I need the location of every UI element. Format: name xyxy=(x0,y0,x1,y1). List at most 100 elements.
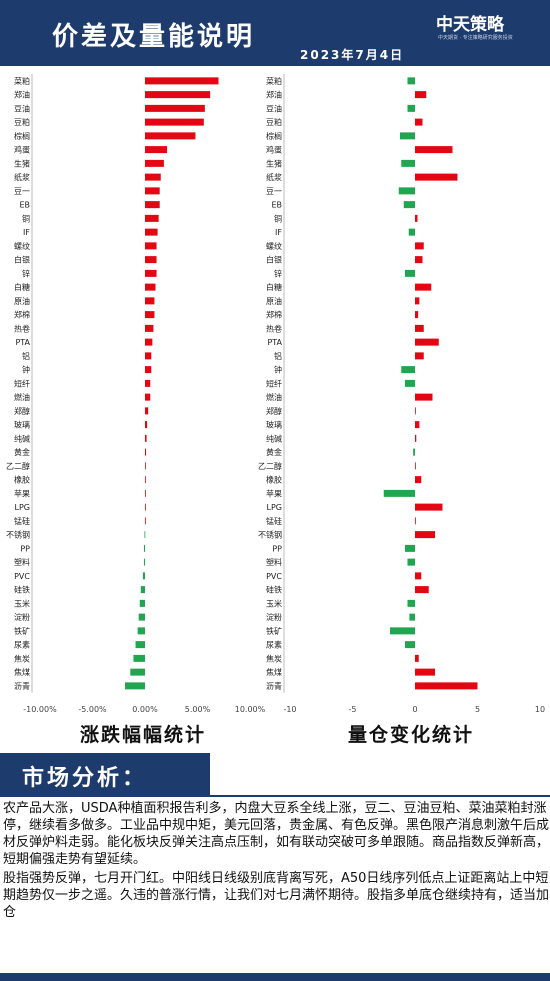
left-category-label: 豆粕 xyxy=(14,117,30,127)
left-bar xyxy=(145,517,146,525)
right-bar xyxy=(415,517,416,525)
left-bar xyxy=(145,118,204,126)
right-bar xyxy=(390,627,415,635)
right-bar xyxy=(415,572,422,580)
right-tick-label: -10 xyxy=(283,705,296,714)
left-category-label: 燃油 xyxy=(14,392,30,402)
left-bar xyxy=(133,654,145,662)
left-bar xyxy=(145,104,205,112)
left-tick-label: -10.00% xyxy=(23,705,57,714)
right-bar xyxy=(415,214,418,222)
left-bar xyxy=(145,421,148,429)
left-tick-label: 10.00% xyxy=(235,705,266,714)
left-bar xyxy=(142,572,145,580)
left-category-label: 白糖 xyxy=(14,282,30,292)
right-bar xyxy=(415,682,478,690)
left-category-label: 硅铁 xyxy=(14,585,30,595)
right-bar xyxy=(415,324,424,332)
left-category-label: 螺纹 xyxy=(14,241,30,251)
left-category-label: 尿素 xyxy=(14,640,30,650)
right-category-label: 郑油 xyxy=(266,90,282,100)
right-category-label: 塑料 xyxy=(266,557,282,567)
right-category-label: 焦煤 xyxy=(266,667,282,677)
right-category-label: 玻璃 xyxy=(266,420,282,430)
brand-logo-subtitle: 中天期货 · 专注策略研究服务投资 xyxy=(438,35,513,41)
right-bar xyxy=(405,641,415,649)
right-category-label: 热卷 xyxy=(266,323,282,333)
right-category-label: PP xyxy=(272,544,282,553)
right-category-label: PVC xyxy=(266,572,282,581)
right-category-label: 纯碱 xyxy=(266,433,282,443)
right-category-label: 白银 xyxy=(266,255,282,265)
left-bar xyxy=(145,489,146,497)
left-category-label: 塑料 xyxy=(14,557,30,567)
left-bar xyxy=(145,201,160,209)
left-tick-label: 5.00% xyxy=(185,705,211,714)
right-bar xyxy=(415,462,416,470)
left-category-label: 淀粉 xyxy=(14,612,30,622)
right-bar xyxy=(415,173,458,181)
right-category-label: 豆一 xyxy=(266,187,282,196)
right-category-label: 鸡蛋 xyxy=(266,145,282,155)
right-category-label: 尿素 xyxy=(266,640,282,650)
left-bar xyxy=(137,627,145,635)
left-category-label: 锌 xyxy=(22,268,30,278)
right-category-label: 焦炭 xyxy=(266,653,282,663)
right-bar xyxy=(415,91,427,99)
left-bar xyxy=(125,682,145,690)
left-bar xyxy=(145,448,147,456)
left-bar xyxy=(143,544,145,552)
left-tick-label: 0.00% xyxy=(132,705,158,714)
left-chart-title: 涨跌幅幅统计 xyxy=(80,724,207,746)
right-bar xyxy=(407,558,415,566)
left-category-label: IF xyxy=(23,228,30,237)
right-category-label: 黄金 xyxy=(266,447,282,457)
left-bar xyxy=(145,256,157,264)
left-category-label: 原油 xyxy=(14,296,30,306)
right-bar xyxy=(415,531,435,539)
left-bar xyxy=(145,297,155,305)
left-bar xyxy=(145,132,196,140)
right-category-label: 燃油 xyxy=(266,392,282,402)
right-category-label: 菜粕 xyxy=(266,76,282,86)
right-bar xyxy=(415,393,433,401)
right-bar xyxy=(405,379,415,387)
left-bar xyxy=(145,77,219,85)
right-bar xyxy=(405,544,415,552)
right-bar xyxy=(408,228,415,236)
left-category-label: 铝 xyxy=(22,351,30,361)
left-bar xyxy=(135,641,145,649)
right-category-label: PTA xyxy=(267,338,282,347)
left-category-label: 郑油 xyxy=(14,90,30,100)
left-category-label: 不锈钢 xyxy=(6,530,30,540)
left-bar xyxy=(138,613,145,621)
right-category-label: 橡胶 xyxy=(266,475,282,485)
right-bar xyxy=(415,297,420,305)
left-bar xyxy=(145,283,156,291)
left-category-label: PP xyxy=(20,544,30,553)
left-bar xyxy=(144,531,146,539)
right-bar xyxy=(415,654,419,662)
left-category-label: 郑棉 xyxy=(14,310,30,320)
left-category-label: EB xyxy=(19,201,30,210)
left-category-label: 锰硅 xyxy=(14,516,30,526)
right-category-label: 淀粉 xyxy=(266,612,282,622)
left-category-label: 沥青 xyxy=(14,681,30,691)
right-bar xyxy=(415,407,416,415)
right-bar xyxy=(400,132,415,140)
right-category-label: 纸浆 xyxy=(266,172,282,182)
right-bar xyxy=(409,613,415,621)
right-tick-label: 0 xyxy=(412,705,417,714)
right-tick-label: 10 xyxy=(535,705,545,714)
right-bar xyxy=(401,366,415,374)
left-category-label: PVC xyxy=(14,572,30,581)
left-category-label: 焦炭 xyxy=(14,653,30,663)
right-category-label: 豆油 xyxy=(266,103,282,113)
right-tick-label: -5 xyxy=(349,705,357,714)
right-chart-title: 量仓变化统计 xyxy=(348,724,475,746)
left-bar xyxy=(145,366,152,374)
right-category-label: LPG xyxy=(267,503,282,512)
left-bar xyxy=(145,242,157,250)
right-bar xyxy=(415,352,424,360)
